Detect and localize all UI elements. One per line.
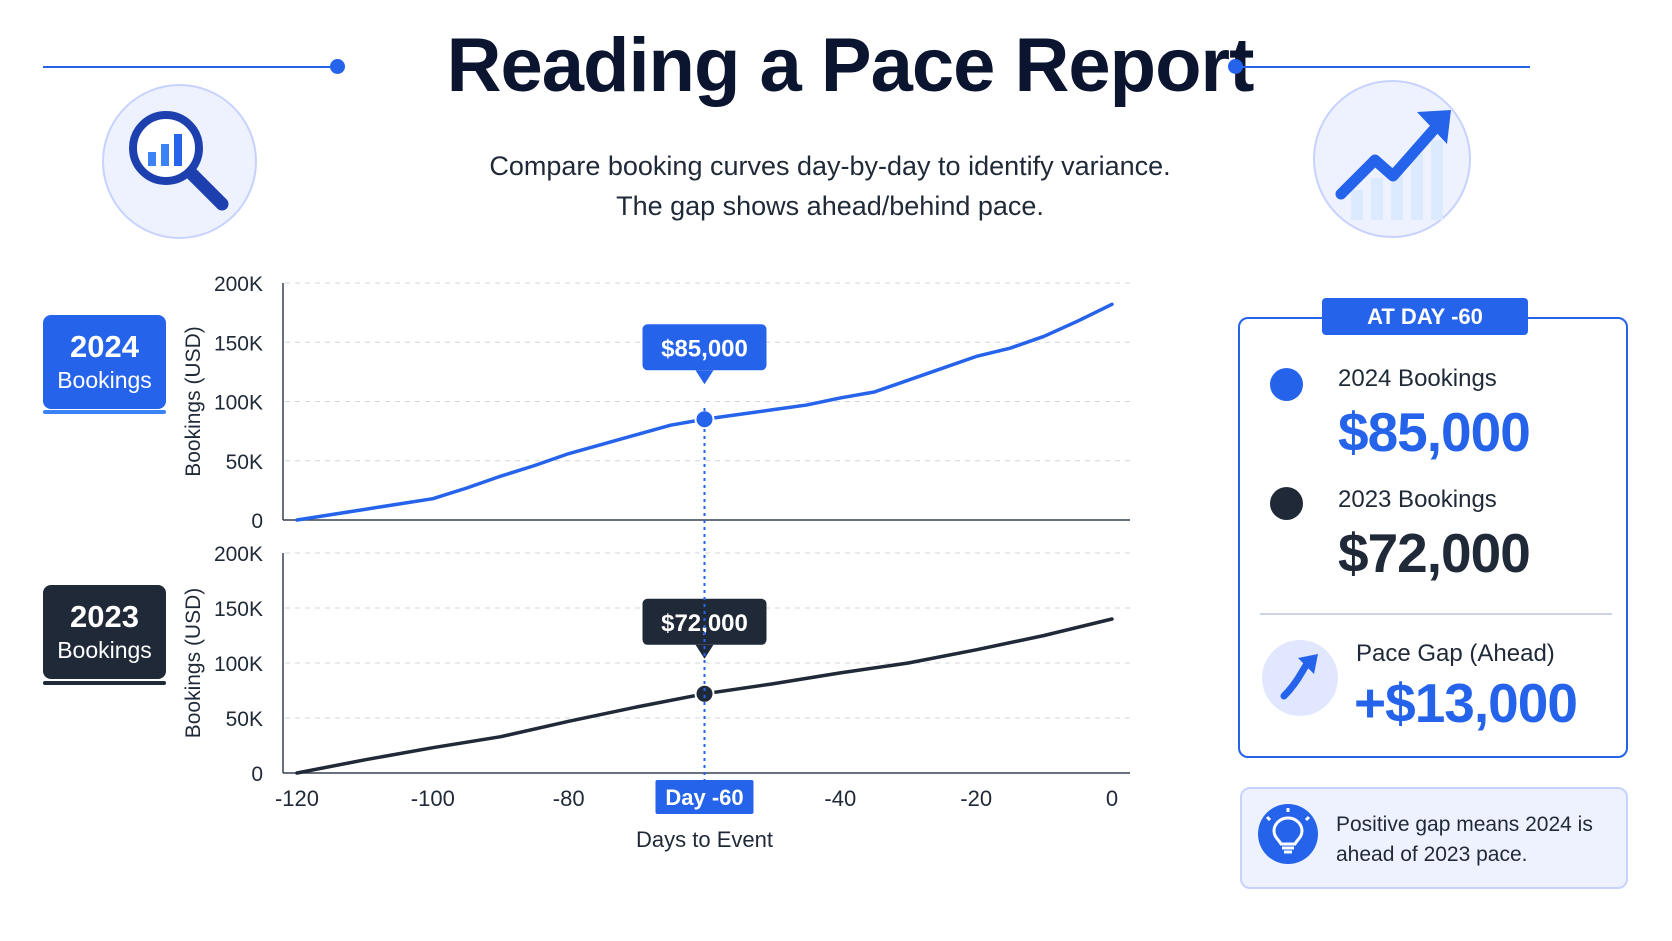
series-tag-2024-year: 2024: [70, 329, 139, 364]
y-tick-label: 150K: [214, 332, 263, 355]
tip-text: Positive gap means 2024 is ahead of 2023…: [1336, 813, 1593, 866]
y-tick-label: 200K: [214, 273, 263, 296]
y-tick-label: 200K: [214, 543, 263, 566]
series-2024-annotation-label: $85,000: [661, 335, 748, 362]
subtitle: Compare booking curves day-by-day to ide…: [330, 146, 1330, 226]
series-2024-dot: [1270, 368, 1303, 401]
series-2023-annotation-box: [642, 598, 767, 645]
y-tick-label: 50K: [226, 451, 263, 474]
x-axis-label: Days to Event: [636, 827, 773, 852]
callout-2024-label: 2024 Bookings: [1338, 365, 1497, 392]
series-tag-2023-year: 2023: [70, 599, 139, 634]
y-axis-label: Bookings (USD): [182, 588, 205, 739]
callout-badge: AT DAY -60: [1322, 298, 1528, 335]
series-2024-point: [694, 409, 715, 430]
series-tag-2023-underline: [43, 681, 166, 685]
series-tag-2024: 2024 Bookings: [43, 315, 166, 409]
y-axis-label: Bookings (USD): [182, 326, 205, 477]
callout-2023-value: $72,000: [1338, 522, 1531, 584]
series-tag-2023: 2023 Bookings: [43, 585, 166, 679]
series-2023-dot: [1270, 487, 1303, 520]
trending-up-arrow-icon: [1313, 80, 1471, 238]
series-2024-annotation-pointer: [695, 370, 714, 385]
series-2023-annotation-pointer: [695, 644, 714, 659]
page-title: Reading a Pace Report: [446, 23, 1255, 108]
x-tick-label: -20: [960, 786, 992, 811]
x-tick-label: -100: [411, 786, 455, 811]
series-tag-2024-label: Bookings: [57, 367, 152, 393]
series-2023-point: [694, 683, 715, 704]
callout-gap-value: +$13,000: [1354, 672, 1578, 734]
x-tick-label: -80: [553, 786, 585, 811]
x-tick-highlight-box: [655, 780, 754, 814]
series-2024-annotation-box: [642, 324, 767, 371]
y-tick-label: 150K: [214, 598, 263, 621]
x-tick-label: -120: [275, 786, 319, 811]
series-2024-line: [295, 302, 1114, 522]
y-tick-label: 100K: [214, 653, 263, 676]
title-dot-right: [1228, 59, 1243, 74]
callout-divider: [1260, 613, 1612, 615]
callout-gap-label: Pace Gap (Ahead): [1356, 640, 1555, 667]
y-tick-label: 0: [251, 510, 263, 533]
callout-2023-label: 2023 Bookings: [1338, 486, 1497, 513]
series-tag-2023-label: Bookings: [57, 637, 152, 663]
y-tick-label: 0: [251, 763, 263, 786]
magnifier-bar-chart-icon: [102, 84, 257, 239]
lightbulb-icon: [1258, 804, 1318, 864]
arrow-up-right-icon: [1262, 640, 1338, 716]
title-rule-right: [1240, 66, 1530, 68]
x-tick-label: -40: [824, 786, 856, 811]
title-dot-left: [330, 59, 345, 74]
x-tick-label: 0: [1106, 786, 1118, 811]
x-tick-label-highlight: Day -60: [665, 785, 743, 810]
subtitle-line-2: The gap shows ahead/behind pace.: [616, 191, 1044, 221]
y-tick-label: 50K: [226, 708, 263, 731]
y-tick-label: 100K: [214, 392, 263, 415]
callout-2024-value: $85,000: [1338, 401, 1531, 463]
tip-box: [1240, 787, 1628, 889]
series-tag-2024-underline: [43, 410, 166, 414]
title-rule-left: [43, 66, 333, 68]
subtitle-line-1: Compare booking curves day-by-day to ide…: [489, 151, 1171, 181]
